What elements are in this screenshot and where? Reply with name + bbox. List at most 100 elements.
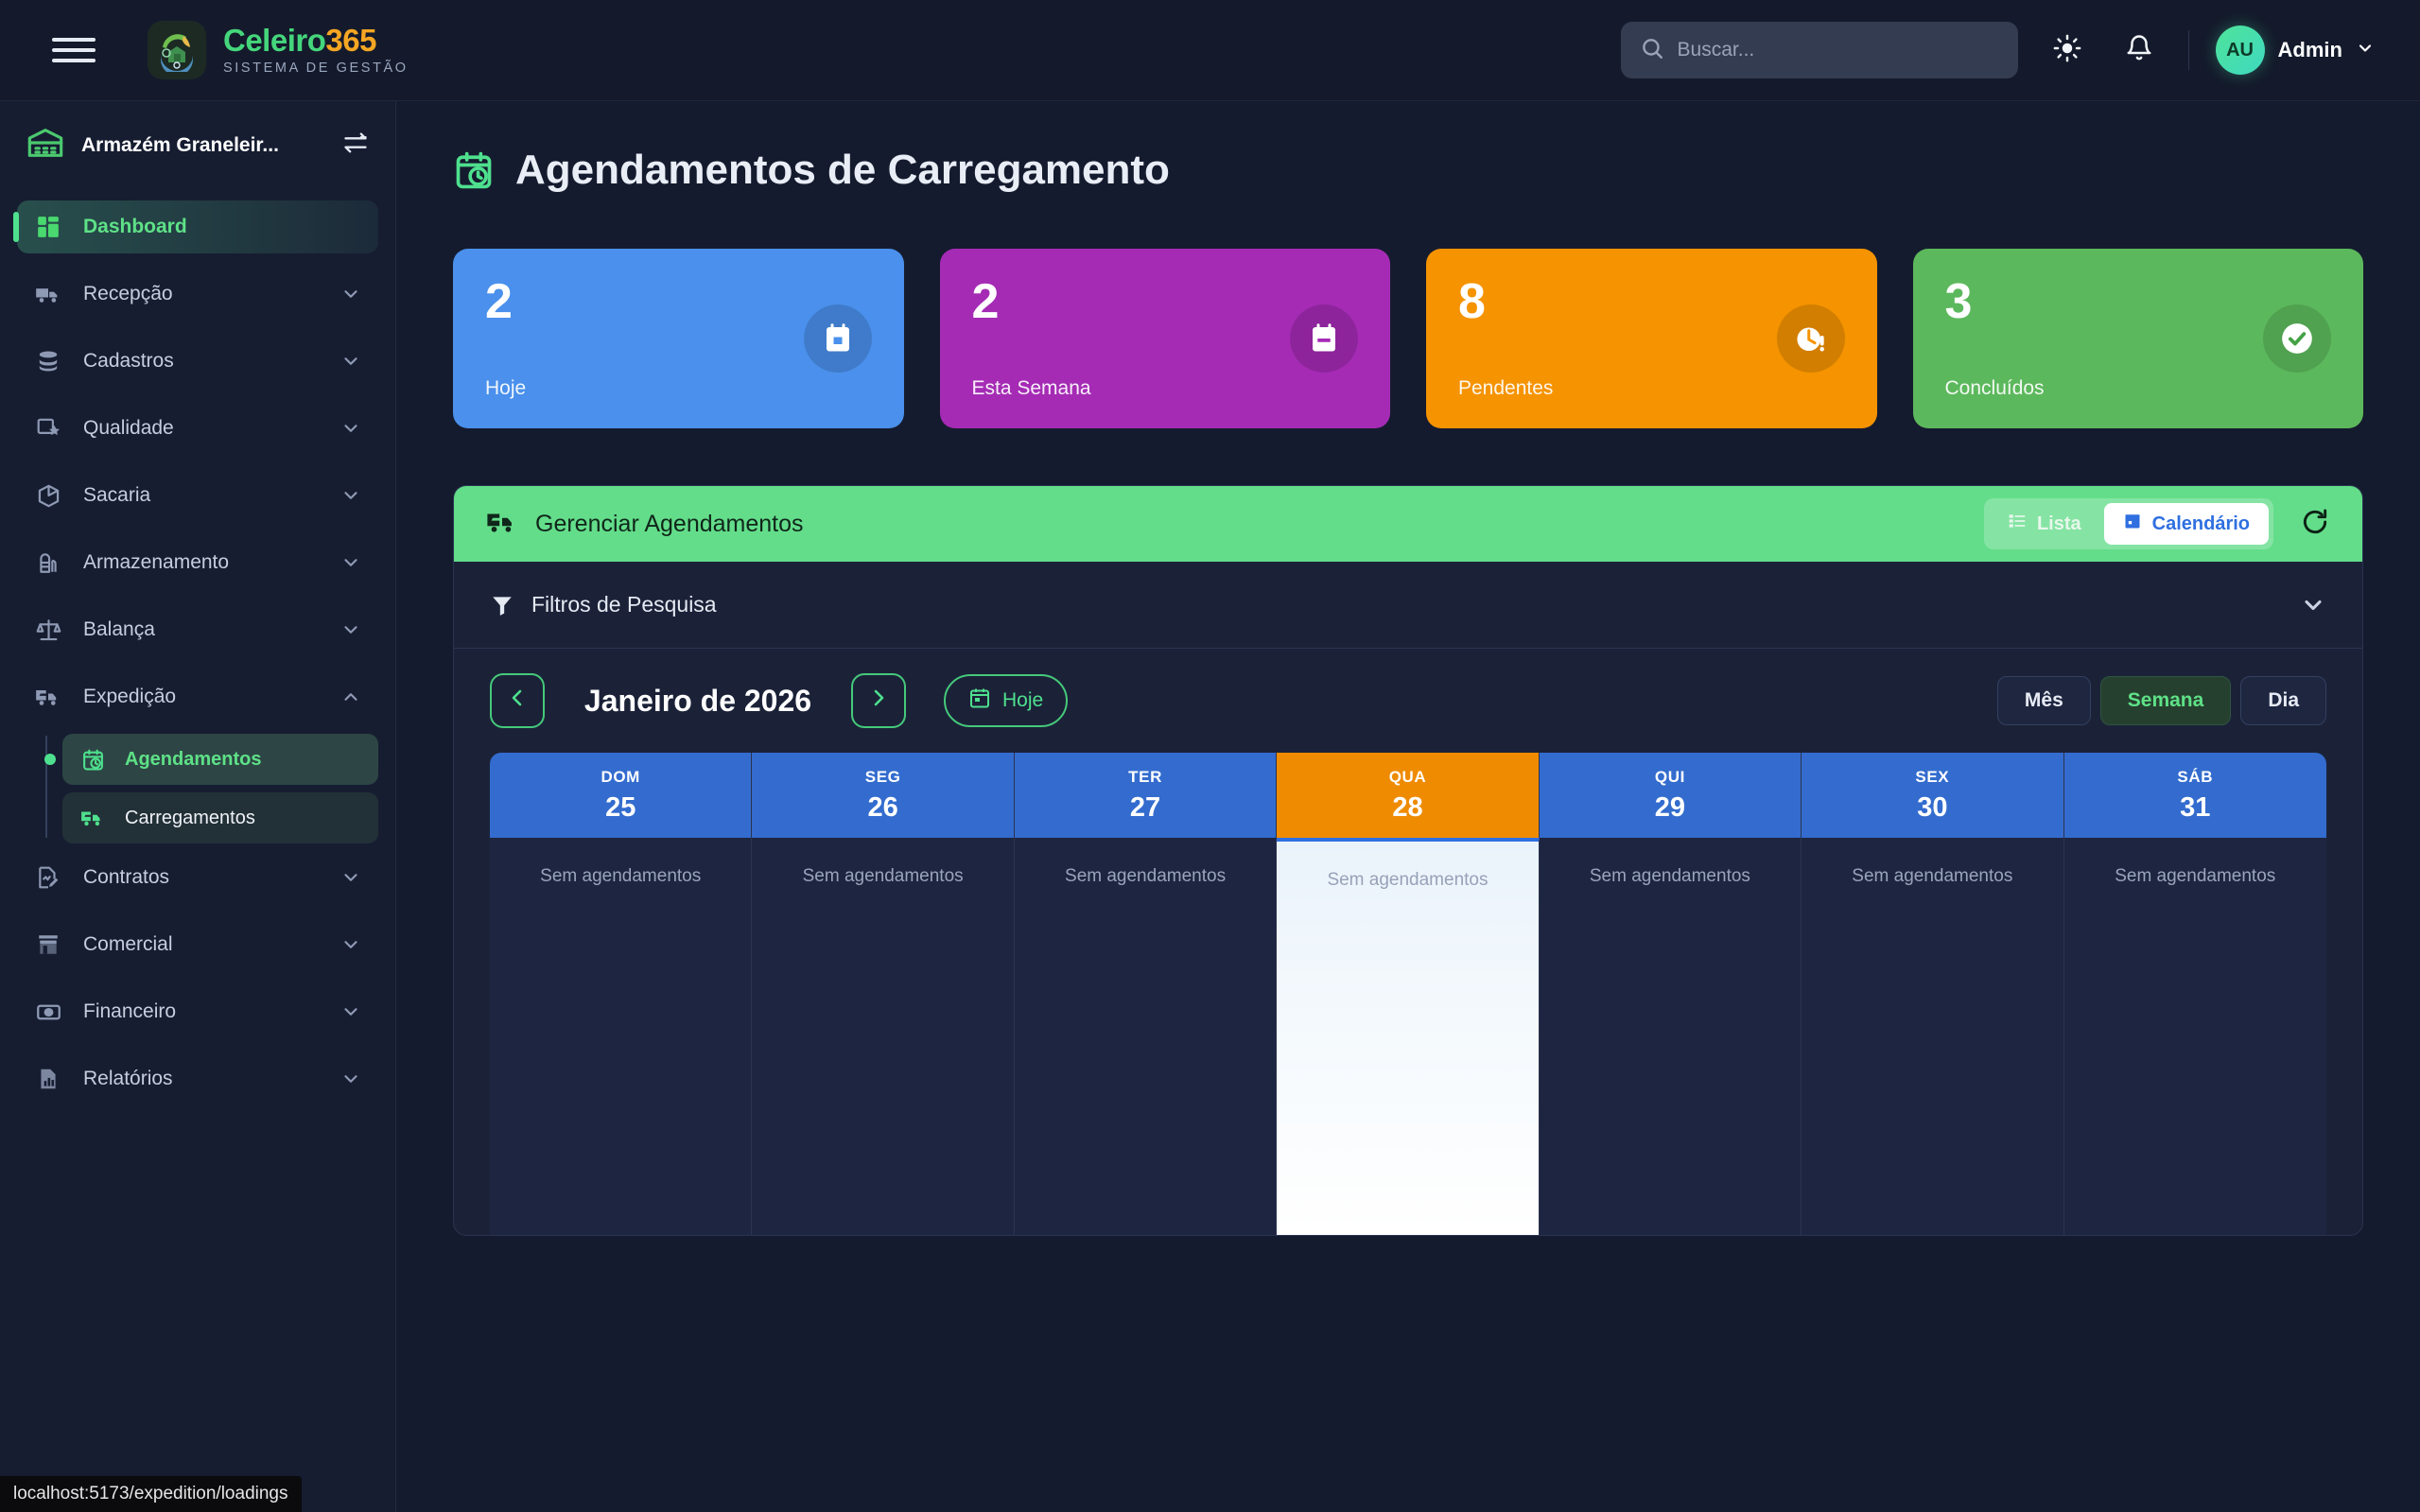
contract-icon [34, 863, 62, 892]
day-empty-text: Sem agendamentos [1852, 866, 2013, 886]
today-button[interactable]: Hoje [944, 674, 1069, 727]
shipping-truck-icon [79, 805, 106, 831]
view-mode-label: Calendário [2151, 513, 2250, 534]
day-body[interactable]: Sem agendamentos [1014, 838, 1278, 1235]
top-bar-actions: AU Admin [1620, 22, 2375, 78]
view-mode-switch: Lista Calendário [1983, 498, 2273, 549]
view-mode-calendario[interactable]: Calendário [2103, 503, 2269, 545]
sidebar-item-qualidade[interactable]: Qualidade [17, 402, 378, 455]
day-column: SEX 30 Sem agendamentos [1802, 753, 2064, 1235]
sidebar-item-relatorios[interactable]: Relatórios [17, 1052, 378, 1105]
day-body[interactable]: Sem agendamentos [2063, 838, 2326, 1235]
day-body[interactable]: Sem agendamentos [490, 838, 753, 1235]
day-header[interactable]: SÁB 31 [2063, 753, 2326, 838]
day-header[interactable]: QUI 29 [1539, 753, 1802, 838]
sidebar-item-sacaria[interactable]: Sacaria [17, 469, 378, 522]
refresh-button[interactable] [2300, 507, 2330, 542]
stat-card-esta-semana[interactable]: 2 Esta Semana [939, 249, 1390, 428]
day-weekday: DOM [601, 767, 640, 786]
page-title: Agendamentos de Carregamento [515, 147, 1170, 193]
chevron-down-icon [340, 1069, 361, 1089]
sidebar-item-cadastros[interactable]: Cadastros [17, 335, 378, 388]
hamburger-icon[interactable] [52, 33, 96, 67]
today-button-label: Hoje [1002, 689, 1044, 711]
warehouse-selector[interactable]: Armazém Graneleir... [0, 101, 395, 191]
brand-subtitle: SISTEMA DE GESTÃO [223, 61, 409, 76]
sidebar-item-financeiro[interactable]: Financeiro [17, 985, 378, 1038]
panel-title: Gerenciar Agendamentos [535, 510, 804, 537]
view-mode-lista[interactable]: Lista [1989, 503, 2100, 545]
filters-label: Filtros de Pesquisa [531, 592, 717, 617]
chevron-down-icon [340, 867, 361, 888]
day-empty-text: Sem agendamentos [802, 866, 964, 886]
day-body[interactable]: Sem agendamentos [1802, 838, 2064, 1235]
calendar-view-mes[interactable]: Mês [1996, 676, 2091, 725]
prev-period-button[interactable] [490, 673, 545, 728]
calendar-view-dia[interactable]: Dia [2240, 676, 2326, 725]
user-name: Admin [2277, 38, 2342, 61]
sidebar-item-comercial[interactable]: Comercial [17, 918, 378, 971]
sidebar-item-balanca[interactable]: Balança [17, 603, 378, 656]
day-header[interactable]: DOM 25 [490, 753, 753, 838]
stat-cards: 2 Hoje 2 Esta Semana 8 Pendentes 3 Concl… [396, 194, 2420, 428]
day-body[interactable]: Sem agendamentos [752, 838, 1015, 1235]
filters-toggle[interactable]: Filtros de Pesquisa [454, 562, 2362, 649]
next-period-button[interactable] [851, 673, 906, 728]
day-column: TER 27 Sem agendamentos [1014, 753, 1278, 1235]
day-column-today: QUA 28 Sem agendamentos [1277, 753, 1540, 1235]
sidebar-item-expedicao[interactable]: Expedição [17, 670, 378, 723]
stat-card-concluidos[interactable]: 3 Concluídos [1912, 249, 2363, 428]
sidebar-item-label: Armazenamento [83, 551, 230, 573]
sidebar-item-dashboard[interactable]: Dashboard [13, 200, 378, 253]
sidebar-item-recepcao[interactable]: Recepção [17, 268, 378, 321]
sidebar-item-label: Expedição [83, 686, 177, 707]
sidebar-item-carregamentos[interactable]: Carregamentos [62, 792, 378, 843]
certificate-icon [34, 414, 62, 443]
sidebar-item-contratos[interactable]: Contratos [17, 851, 378, 904]
day-body[interactable]: Sem agendamentos [1277, 838, 1540, 1235]
day-weekday: TER [1128, 767, 1162, 786]
day-empty-text: Sem agendamentos [540, 866, 702, 886]
sidebar-subitem-label: Carregamentos [125, 807, 255, 828]
stat-value: 3 [1944, 274, 1973, 329]
notifications-button[interactable] [2116, 27, 2162, 73]
search-input[interactable] [1677, 39, 1999, 61]
warehouse-icon [26, 124, 64, 166]
search-box[interactable] [1620, 22, 2018, 78]
day-header[interactable]: SEX 30 [1802, 753, 2064, 838]
day-header[interactable]: TER 27 [1014, 753, 1278, 838]
day-number: 25 [605, 791, 636, 823]
refresh-icon [2300, 507, 2330, 542]
day-column: QUI 29 Sem agendamentos [1539, 753, 1802, 1235]
chevron-down-icon [2356, 39, 2375, 62]
app-logo-icon [148, 21, 206, 79]
day-weekday: SÁB [2177, 767, 2214, 786]
calendar-view-semana[interactable]: Semana [2099, 676, 2232, 725]
stat-label: Hoje [485, 377, 527, 399]
brand-logo-group: Celeiro365 SISTEMA DE GESTÃO [148, 21, 409, 79]
swap-arrows-icon[interactable] [342, 130, 369, 161]
stat-value: 8 [1458, 274, 1486, 329]
calendar-clock-icon [453, 149, 495, 191]
stat-card-pendentes[interactable]: 8 Pendentes [1426, 249, 1877, 428]
panel-header-actions: Lista Calendário [1983, 498, 2330, 549]
day-header[interactable]: SEG 26 [752, 753, 1015, 838]
theme-toggle-button[interactable] [2045, 27, 2090, 73]
day-weekday: SEX [1915, 767, 1950, 786]
day-header[interactable]: QUA 28 [1277, 753, 1540, 838]
user-menu[interactable]: AU Admin [2215, 26, 2375, 75]
scale-icon [34, 616, 62, 644]
shipping-truck-icon [34, 683, 62, 711]
sidebar-item-armazenamento[interactable]: Armazenamento [17, 536, 378, 589]
day-number: 28 [1392, 791, 1423, 823]
sidebar-item-agendamentos[interactable]: Agendamentos [44, 734, 378, 785]
day-body[interactable]: Sem agendamentos [1539, 838, 1802, 1235]
sidebar-item-label: Comercial [83, 933, 173, 955]
week-grid: DOM 25 Sem agendamentos SEG 26 Sem agend… [490, 753, 2326, 1235]
stat-card-hoje[interactable]: 2 Hoje [453, 249, 904, 428]
day-empty-text: Sem agendamentos [1327, 870, 1489, 890]
chevron-down-icon [340, 1001, 361, 1022]
chevron-down-icon [340, 485, 361, 506]
top-bar: Celeiro365 SISTEMA DE GESTÃO [0, 0, 2420, 101]
sidebar-item-label: Relatórios [83, 1068, 173, 1089]
